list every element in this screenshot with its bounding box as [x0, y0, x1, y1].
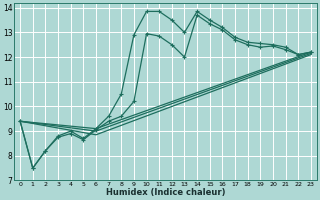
X-axis label: Humidex (Indice chaleur): Humidex (Indice chaleur): [106, 188, 225, 197]
